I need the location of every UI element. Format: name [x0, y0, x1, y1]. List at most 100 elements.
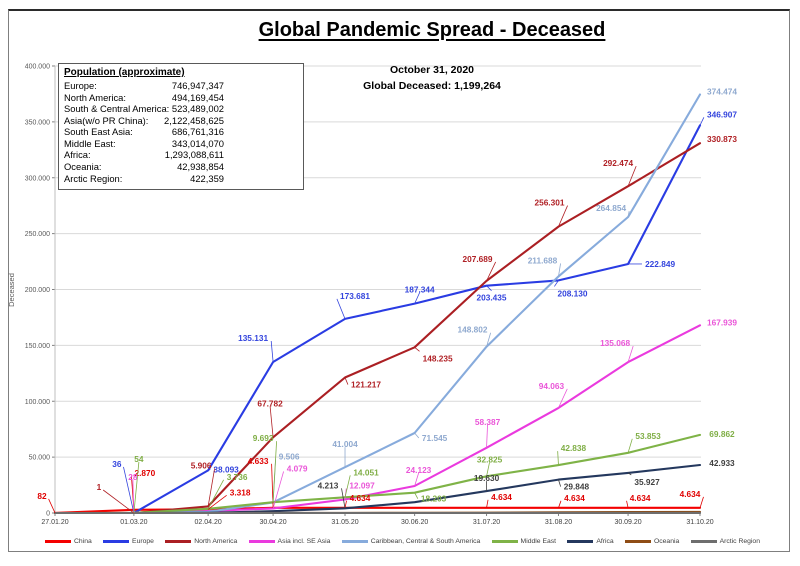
- population-row: South & Central America: 523,489,002: [64, 103, 224, 115]
- population-row: Arctic Region: 422,359: [64, 173, 224, 185]
- data-label: 36: [112, 459, 122, 469]
- population-region-label: Oceania:: [64, 160, 102, 172]
- legend-item-asia-incl-se-asia: Asia incl. SE Asia: [248, 537, 331, 545]
- data-label: 14.051: [353, 467, 379, 477]
- legend-swatch-north-america: [165, 539, 192, 543]
- legend-label: Asia incl. SE Asia: [277, 537, 331, 545]
- line-europe: [53, 124, 702, 515]
- population-box-header: Population (approximate): [64, 67, 185, 78]
- legend-item-caribbean-central-south-america: Caribbean, Central & South America: [341, 537, 481, 545]
- legend-item-africa: Africa: [567, 538, 614, 545]
- data-label: 54: [134, 454, 144, 464]
- x-axis-tick-label: 01.03.20: [120, 519, 147, 526]
- data-label: 121.217: [351, 380, 381, 390]
- data-label: 42.838: [561, 443, 587, 453]
- data-label: 211.688: [528, 255, 558, 265]
- x-axis-tick-label: 02.04.20: [195, 519, 222, 526]
- data-label: 4.634: [564, 493, 585, 503]
- data-label: 4.634: [680, 489, 701, 499]
- legend-item-oceania: Oceania: [624, 538, 679, 545]
- population-region-value: 343,014,070: [171, 137, 224, 149]
- data-label: 256.301: [534, 198, 564, 208]
- population-row: Europe: 746,947,347: [64, 80, 224, 92]
- population-region-label: Middle East:: [64, 137, 116, 149]
- data-label: 208.130: [557, 288, 587, 298]
- population-row: Africa: 1,293,088,611: [64, 149, 224, 161]
- data-label: 3.318: [230, 487, 251, 497]
- legend-swatch-arctic-region: [690, 539, 717, 543]
- legend-label: Caribbean, Central & South America: [370, 537, 481, 545]
- population-region-value: 42,938,854: [177, 160, 224, 172]
- data-label: 18.203: [421, 494, 447, 504]
- data-label: 1: [97, 482, 102, 492]
- data-label: 187.344: [405, 285, 435, 295]
- y-axis-tick-label: 50.000: [29, 455, 51, 462]
- population-rows: Europe: 746,947,347 North America: 494,169,…: [64, 80, 297, 184]
- data-label: 135.068: [600, 338, 630, 348]
- data-label: 9.693: [253, 433, 274, 443]
- data-label: 58.387: [475, 417, 501, 427]
- population-region-value: 2,122,458,625: [164, 114, 224, 126]
- legend-swatch-caribbean-central-south-america: [341, 539, 368, 543]
- data-label: 203.435: [477, 293, 507, 303]
- data-label: 135.131: [238, 333, 268, 343]
- data-label: 53.853: [635, 431, 661, 441]
- data-label: 330.873: [707, 134, 737, 144]
- legend-label: China: [74, 537, 92, 545]
- population-region-label: Africa:: [64, 149, 91, 161]
- data-label: 35.927: [634, 477, 660, 487]
- line-middle-east: [53, 433, 702, 515]
- data-label: 5.906: [191, 460, 212, 470]
- population-region-value: 1,293,088,611: [164, 149, 224, 161]
- chart-legend: China Europe North America Asia incl. SE As…: [45, 535, 760, 547]
- population-region-label: Arctic Region:: [64, 172, 123, 184]
- y-axis-tick-label: 250.000: [25, 231, 50, 238]
- legend-swatch-europe: [103, 539, 130, 543]
- legend-label: Arctic Region: [719, 537, 760, 545]
- population-row: Oceania: 42,938,854: [64, 161, 224, 173]
- data-label: 292.474: [603, 158, 633, 168]
- legend-label: Europe: [132, 537, 154, 545]
- data-label: 4.634: [630, 493, 651, 503]
- legend-item-arctic-region: Arctic Region: [690, 537, 760, 545]
- data-label: 264.854: [596, 203, 626, 213]
- y-axis-tick-label: 0: [46, 511, 50, 518]
- data-label: 173.681: [340, 291, 370, 301]
- data-label: 4.213: [318, 480, 339, 490]
- data-label: 222.849: [645, 259, 675, 269]
- population-region-value: 422,359: [190, 172, 224, 184]
- data-label: 71.545: [422, 433, 448, 443]
- x-axis-tick-label: 30.09.20: [614, 519, 641, 526]
- data-label: 148.802: [458, 325, 488, 335]
- x-axis-tick-label: 27.01.20: [41, 519, 68, 526]
- x-axis-tick-label: 31.07.20: [473, 519, 500, 526]
- data-label: 42.933: [709, 458, 735, 468]
- population-region-label: Europe:: [64, 80, 97, 91]
- x-axis: 27.01.20 01.03.20 02.04.20 30.04.20 31.05.20…: [41, 513, 714, 526]
- legend-item-north-america: North America: [165, 538, 237, 545]
- legend-swatch-oceania: [624, 539, 651, 543]
- data-label: 24.123: [406, 465, 432, 475]
- page-title: Global Pandemic Spread - Deceased: [258, 19, 606, 41]
- population-row: South East Asia: 686,761,316: [64, 126, 224, 138]
- data-label: 32.825: [477, 454, 503, 464]
- population-region-label: Asia(w/o PR China):: [64, 114, 149, 126]
- population-region-label: South & Central America:: [64, 103, 170, 115]
- legend-item-europe: Europe: [103, 538, 154, 545]
- y-axis-tick-label: 400.000: [25, 64, 50, 71]
- data-label: 41.004: [332, 439, 358, 449]
- legend-item-china: China: [45, 538, 92, 545]
- data-label: 148.235: [423, 353, 453, 363]
- population-region-value: 494,169,454: [171, 91, 224, 103]
- data-label: 67.782: [257, 398, 283, 408]
- line-north-america: [53, 142, 702, 515]
- data-label: 29.848: [564, 482, 590, 492]
- data-label: 19.630: [474, 473, 500, 483]
- population-row: Middle East: 343,014,070: [64, 138, 224, 150]
- legend-label: North America: [194, 537, 238, 545]
- data-label: 38.093: [213, 464, 239, 474]
- chart-subtitle: October 31, 2020 Global Deceased: 1,199,…: [363, 63, 501, 95]
- data-label: 4.079: [287, 463, 308, 473]
- legend-swatch-africa: [567, 539, 594, 543]
